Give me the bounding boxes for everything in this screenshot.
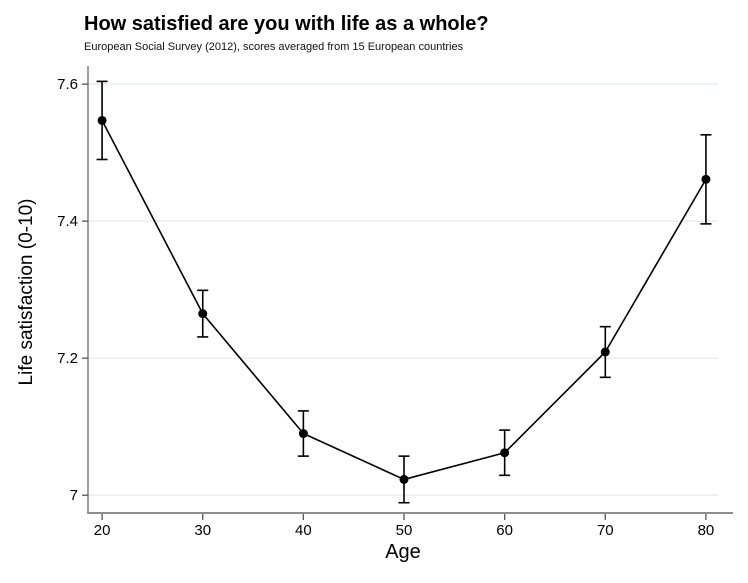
data-point-age-20	[97, 115, 107, 125]
x-tick-label-70: 70	[597, 522, 614, 539]
x-tick-label-60: 60	[496, 522, 513, 539]
x-tick-label-40: 40	[295, 522, 312, 539]
y-tick-label-7.4: 7.4	[57, 213, 78, 230]
data-point-age-80	[701, 174, 711, 184]
data-point-age-70	[600, 347, 610, 357]
chart-title: How satisfied are you with life as a who…	[84, 13, 489, 35]
data-point-age-40	[298, 429, 308, 439]
x-tick-label-80: 80	[698, 522, 715, 539]
chart-subtitle: European Social Survey (2012), scores av…	[84, 41, 464, 53]
y-axis-title: Life satisfaction (0-10)	[16, 198, 37, 386]
data-point-age-60	[500, 448, 510, 458]
x-axis-title: Age	[385, 541, 421, 563]
x-tick-label-20: 20	[94, 522, 111, 539]
data-point-age-30	[198, 309, 208, 319]
y-tick-label-7.2: 7.2	[57, 350, 78, 367]
y-tick-label-7: 7	[70, 487, 78, 504]
y-tick-label-7.6: 7.6	[57, 76, 78, 93]
series-line	[101, 120, 707, 481]
data-point-age-50	[399, 474, 409, 484]
x-tick-label-50: 50	[396, 522, 413, 539]
x-tick-label-30: 30	[194, 522, 211, 539]
